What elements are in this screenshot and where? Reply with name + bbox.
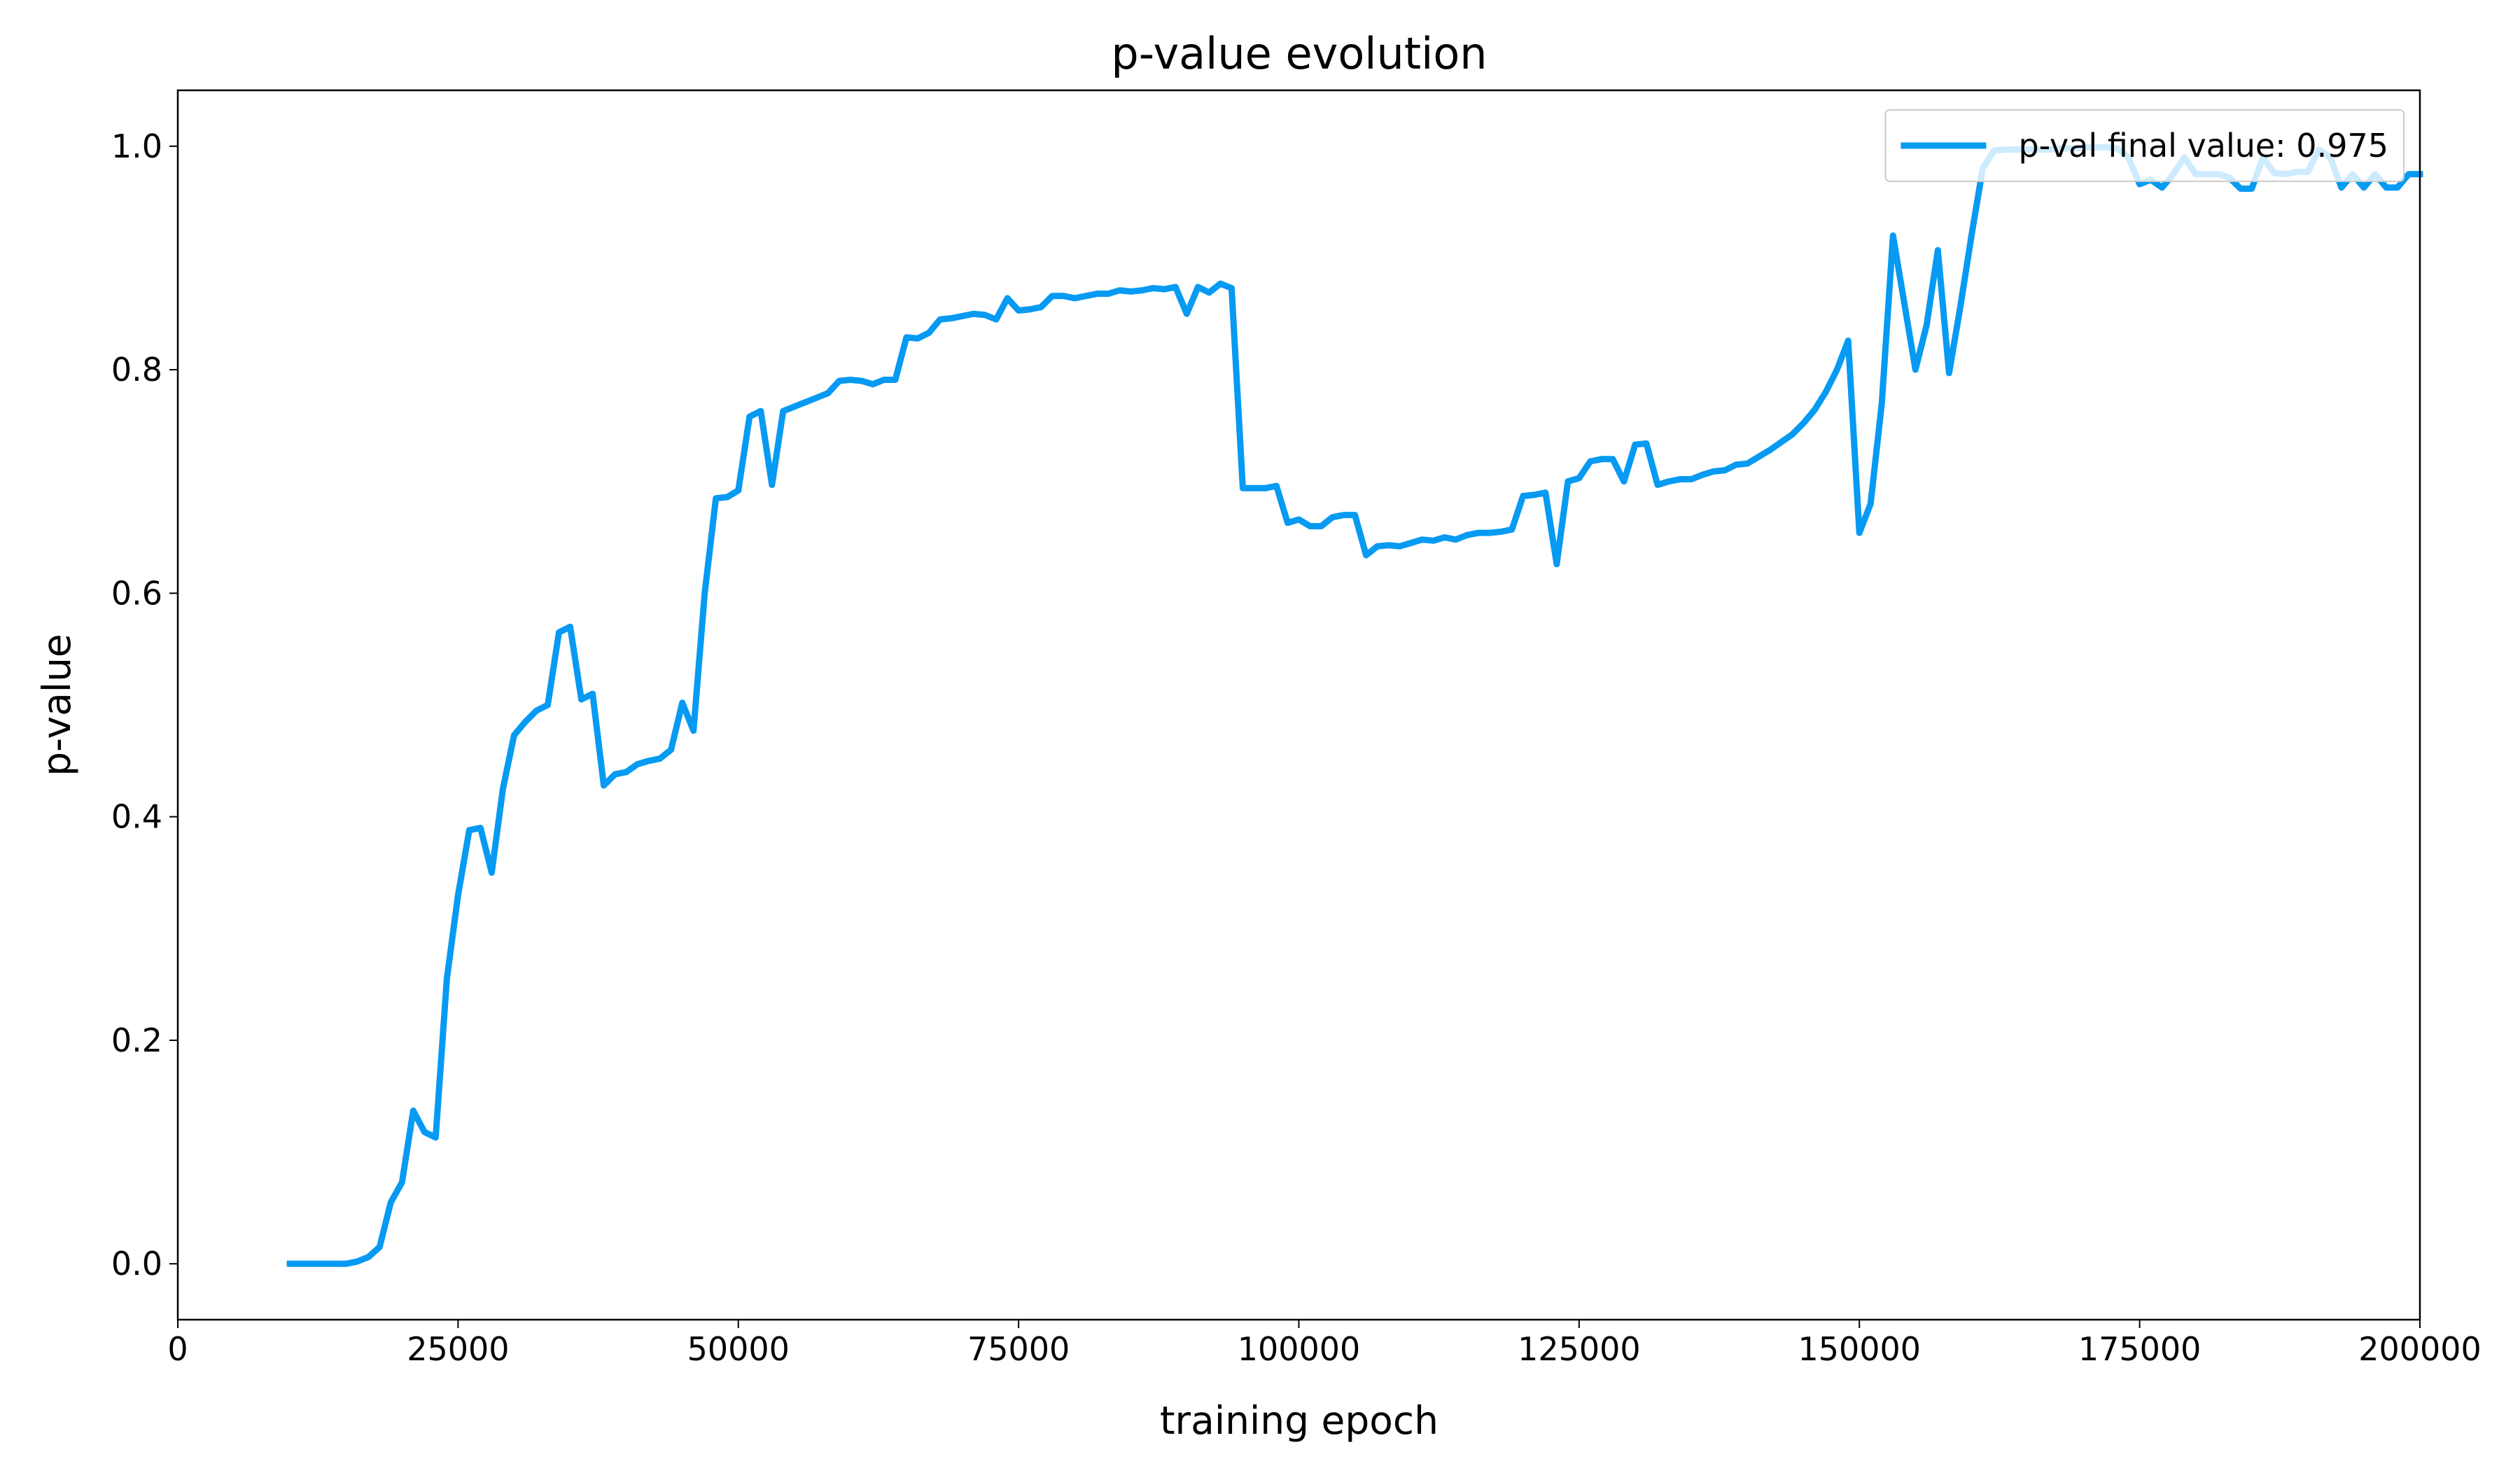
axes-frame — [176, 89, 2421, 1321]
x-tick-label: 150000 — [1798, 1330, 1921, 1368]
x-tick-label: 125000 — [1518, 1330, 1641, 1368]
y-axis-label: p-value — [34, 634, 79, 776]
x-tick-label: 175000 — [2078, 1330, 2202, 1368]
x-tick-label: 100000 — [1238, 1330, 1361, 1368]
x-tick-label: 25000 — [407, 1330, 509, 1368]
y-tick-label: 0.8 — [111, 351, 162, 389]
x-tick-label: 50000 — [687, 1330, 790, 1368]
y-tick-label: 0.0 — [111, 1245, 162, 1283]
legend-box — [1884, 109, 2404, 182]
x-tick-label: 200000 — [2358, 1330, 2482, 1368]
y-tick-label: 1.0 — [111, 127, 162, 165]
chart-title: p-value evolution — [1111, 28, 1487, 79]
data-line — [286, 144, 2423, 1267]
legend-label: p-val final value: 0.975 — [2018, 127, 2388, 165]
x-tick-label: 0 — [167, 1330, 188, 1368]
legend: p-val final value: 0.975 — [1884, 109, 2404, 182]
y-tick-label: 0.2 — [111, 1021, 162, 1059]
y-tick-label: 0.4 — [111, 798, 162, 836]
x-tick-label: 75000 — [967, 1330, 1070, 1368]
x-axis-label: training epoch — [1160, 1398, 1438, 1443]
y-tick-label: 0.6 — [111, 574, 162, 612]
